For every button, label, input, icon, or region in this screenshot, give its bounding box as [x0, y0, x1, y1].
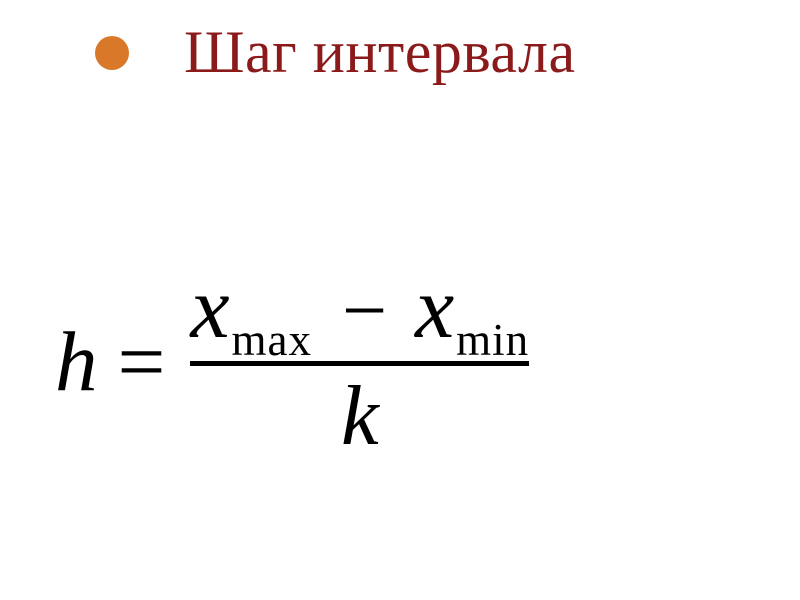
formula-equals: =: [118, 320, 166, 405]
numerator-sub2: min: [456, 314, 529, 366]
formula-lhs: h: [55, 320, 98, 405]
formula: h = x max − x min k: [55, 265, 529, 459]
formula-fraction: x max − x min k: [190, 265, 529, 459]
bullet-icon: [95, 36, 129, 70]
formula-denominator: k: [341, 366, 379, 459]
slide-title: Шаг интервала: [184, 18, 576, 87]
formula-numerator: x max − x min: [190, 265, 529, 361]
numerator-var1: x: [190, 265, 229, 353]
numerator-operator: −: [342, 271, 387, 351]
numerator-sub1: max: [232, 314, 312, 366]
numerator-var2: x: [415, 265, 454, 353]
